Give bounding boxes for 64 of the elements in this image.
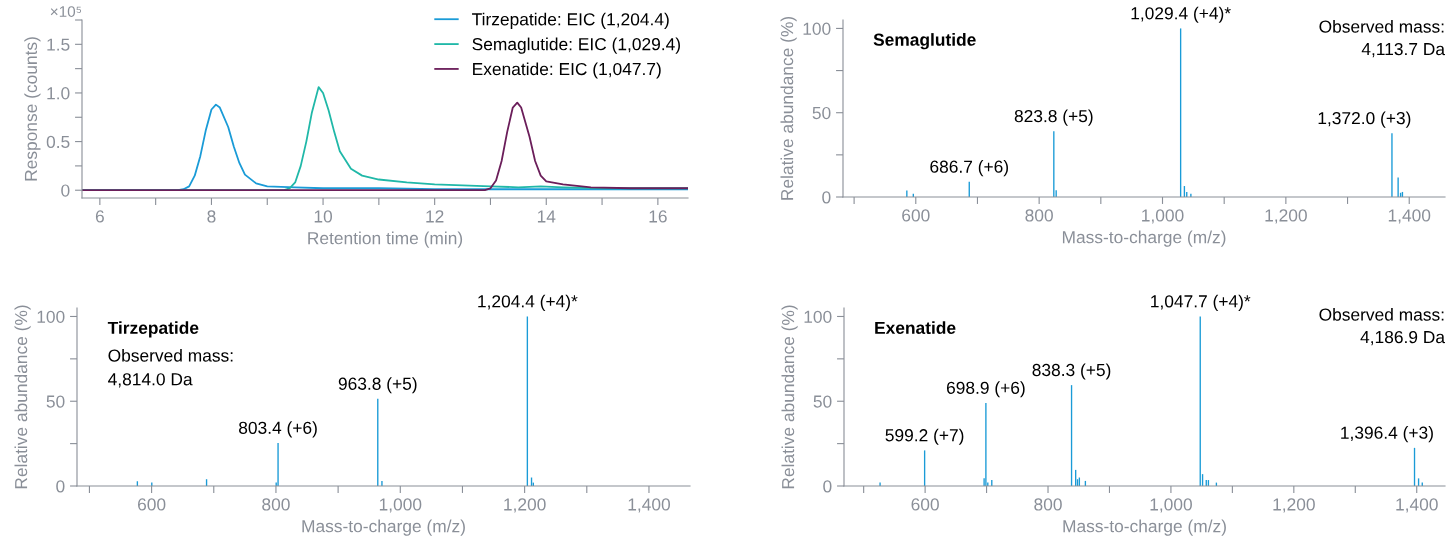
- legend-label: Exenatide: EIC (1,047.7): [473, 62, 661, 79]
- y-tick-label: 0.5: [46, 135, 70, 149]
- x-axis-title: Mass-to-charge (m/z): [1062, 230, 1226, 247]
- x-tick-label: 800: [1025, 209, 1053, 222]
- text: Exenatide: [875, 321, 956, 335]
- x-tick-label: 6: [95, 210, 104, 223]
- x-axis-title: Mass-to-charge (m/z): [1063, 519, 1226, 536]
- annotation: 823.8 (+5): [1014, 109, 1093, 126]
- x-tick-label: 12: [426, 210, 444, 223]
- x-axis-title: Mass-to-charge (m/z): [302, 519, 465, 536]
- annotation: 1,204.4 (+4)*: [478, 294, 578, 311]
- x-tick-label: 1,400: [1388, 209, 1431, 224]
- annotation: 1,047.7 (+4)*: [1151, 294, 1251, 311]
- annotation: 599.2 (+7): [885, 428, 964, 445]
- annotation: Observed mass: 4,113.7 Da: [1319, 20, 1446, 58]
- x-tick-label: 1,000: [379, 498, 422, 513]
- text: Semaglutide: [873, 33, 976, 50]
- y-axis-title: Response (counts): [24, 37, 41, 181]
- y-axis-title: Relative abundance (%): [781, 305, 798, 489]
- y-tick-label: 1.0: [47, 87, 70, 100]
- legend-label: Tirzepatide: EIC (1,204.4): [472, 12, 669, 29]
- y-tick-label: 0: [56, 480, 65, 493]
- annotation: 1,396.4 (+3): [1341, 426, 1433, 443]
- annotation: 698.9 (+6): [946, 381, 1025, 398]
- x-tick-label: 600: [911, 498, 939, 511]
- annotation: 803.4 (+6): [239, 421, 317, 438]
- legend-label: Semaglutide: EIC (1,029.4): [472, 37, 680, 54]
- annotation: 963.8 (+5): [338, 377, 417, 394]
- x-tick-label: 16: [649, 210, 667, 223]
- y-tick-label: 50: [46, 395, 65, 408]
- x-tick-label: 1,200: [1265, 209, 1307, 224]
- text: ×10⁵: [50, 6, 82, 17]
- y-tick-label: 100: [803, 22, 831, 35]
- annotation: 686.7 (+6): [930, 160, 1008, 177]
- text: Tirzepatide: [107, 321, 199, 338]
- annotation: 1,372.0 (+3): [1318, 111, 1411, 128]
- x-axis-title: Retention time (min): [308, 231, 463, 248]
- y-tick-label: 0: [823, 480, 832, 493]
- x-tick-label: 10: [314, 210, 333, 223]
- x-tick-label: 600: [138, 498, 166, 511]
- annotation: 1,029.4 (+4)*: [1131, 6, 1231, 23]
- x-tick-label: 600: [902, 209, 930, 222]
- x-tick-label: 1,400: [628, 498, 671, 513]
- annotation: Observed mass: 4,814.0 Da: [108, 348, 233, 388]
- y-tick-label: 0: [61, 184, 70, 197]
- x-tick-label: 800: [1034, 498, 1062, 511]
- y-tick-label: 50: [812, 106, 831, 120]
- x-tick-label: 14: [537, 210, 556, 223]
- annotation: Observed mass: 4,186.9 Da: [1319, 308, 1446, 346]
- x-tick-label: 1,000: [1142, 209, 1184, 224]
- x-tick-label: 800: [262, 498, 290, 511]
- x-tick-label: 1,400: [1396, 498, 1438, 513]
- y-axis-title: Relative abundance (%): [780, 16, 797, 200]
- x-tick-label: 1,200: [504, 498, 546, 513]
- x-tick-label: 1,000: [1150, 498, 1192, 513]
- y-axis-title: Relative abundance (%): [14, 305, 31, 489]
- y-tick-label: 100: [804, 310, 832, 323]
- y-tick-label: 100: [37, 310, 65, 323]
- y-tick-label: 1.5: [47, 38, 70, 51]
- annotation: 838.3 (+5): [1032, 363, 1111, 380]
- x-tick-label: 8: [207, 210, 216, 223]
- y-tick-label: 50: [813, 395, 832, 408]
- y-tick-label: 0: [822, 191, 831, 204]
- x-tick-label: 1,200: [1273, 498, 1315, 513]
